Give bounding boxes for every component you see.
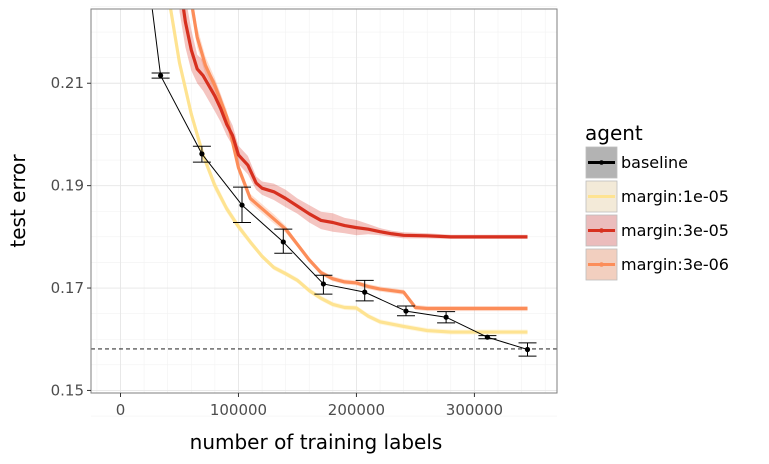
- legend-key-point: [599, 160, 604, 165]
- baseline-point: [443, 314, 449, 320]
- x-axis-title: number of training labels: [190, 430, 443, 454]
- x-tick-label: 200000: [328, 401, 385, 419]
- baseline-point: [484, 334, 490, 340]
- baseline-point: [158, 72, 164, 79]
- baseline-point: [403, 308, 409, 314]
- x-tick-label: 100000: [210, 401, 267, 419]
- legend-label: margin:3e-05: [621, 221, 729, 240]
- legend-label: margin:3e-06: [621, 255, 729, 274]
- legend-label: baseline: [621, 153, 688, 172]
- y-tick-label: 0.21: [51, 74, 84, 92]
- legend-item-margin-1e-05: margin:1e-05: [585, 180, 729, 213]
- axes: 0.15 0.17 0.19 0.21 0 100000 200000 300000: [51, 74, 503, 419]
- baseline-point: [280, 239, 286, 245]
- line-margin-3e-05: [181, 9, 528, 239]
- baseline-point: [524, 346, 531, 353]
- legend-item-margin-3e-06: margin:3e-06: [585, 248, 729, 281]
- plot-border: [90, 8, 558, 394]
- legend-item-baseline: baseline: [585, 146, 688, 179]
- grid: [91, 6, 557, 417]
- legend-label: margin:1e-05: [621, 187, 729, 206]
- y-tick-label: 0.17: [51, 279, 84, 297]
- legend-title: agent: [585, 121, 643, 145]
- series-layer: [91, 9, 557, 357]
- legend-key-point: [599, 228, 604, 233]
- legend: agent baseline margin:1e-05 margin:3e-05 ma…: [585, 121, 729, 281]
- line-margin-1e-05: [169, 9, 528, 334]
- legend-item-margin-3e-05: margin:3e-05: [585, 214, 729, 247]
- line-margin-3e-06: [190, 9, 528, 311]
- y-tick-label: 0.15: [51, 381, 84, 399]
- baseline-point: [199, 151, 205, 157]
- x-tick-label: 0: [116, 401, 126, 419]
- x-tick-label: 300000: [446, 401, 503, 419]
- baseline-point: [239, 202, 245, 208]
- baseline-point: [362, 289, 368, 295]
- y-axis-title: test error: [6, 154, 30, 248]
- legend-key-point: [599, 262, 604, 267]
- y-tick-label: 0.19: [51, 177, 84, 195]
- baseline-point: [320, 281, 327, 287]
